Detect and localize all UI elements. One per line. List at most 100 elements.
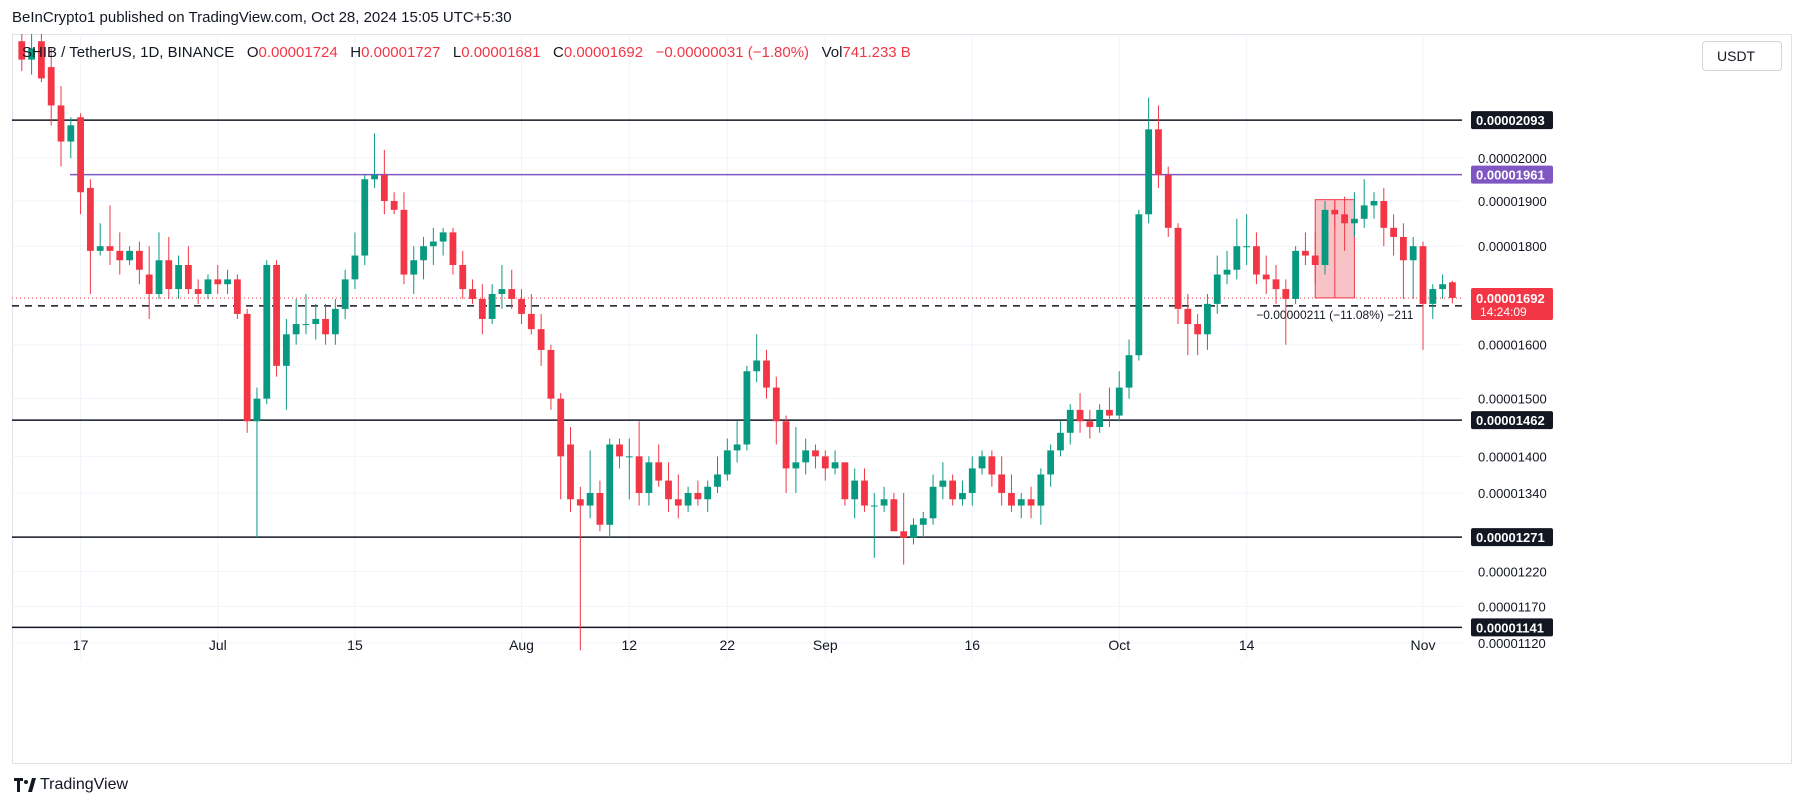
candle-up[interactable] [929,474,937,525]
candle-down[interactable] [47,48,55,126]
candle-down[interactable] [821,450,829,481]
candle-up[interactable] [753,334,761,383]
candle-down[interactable] [1008,474,1015,512]
candle-down[interactable] [772,376,780,445]
candle-down[interactable] [1184,293,1192,356]
candle-down[interactable] [1262,255,1270,294]
candle-down[interactable] [547,344,555,410]
candle-down[interactable] [1390,214,1398,256]
candle-down[interactable] [812,444,819,469]
candle-up[interactable] [302,293,310,335]
candle-up[interactable] [1223,250,1231,285]
candle-up[interactable] [910,518,917,545]
candle-down[interactable] [194,279,202,304]
candle-down[interactable] [478,284,486,335]
candle-down[interactable] [1164,166,1172,237]
candle-down[interactable] [861,468,868,512]
candle-down[interactable] [635,421,643,506]
currency-button[interactable]: USDT [1702,41,1782,71]
candle-up[interactable] [625,438,633,500]
candle-up[interactable] [1243,214,1251,265]
candle-down[interactable] [694,480,702,506]
candle-down[interactable] [1311,232,1319,285]
candle-up[interactable] [341,269,349,319]
candle-down[interactable] [576,486,584,651]
candle-up[interactable] [439,227,447,256]
candle-down[interactable] [900,492,908,565]
candle-up[interactable] [1047,444,1055,487]
candle-down[interactable] [841,462,849,506]
candle-down[interactable] [674,474,682,519]
candle-down[interactable] [449,227,457,275]
candle-up[interactable] [312,303,320,340]
candle-up[interactable] [351,232,359,290]
candle-down[interactable] [988,450,996,487]
candle-up[interactable] [224,269,231,294]
candle-down[interactable] [655,444,663,487]
candle-up[interactable] [410,246,418,294]
candle-down[interactable] [616,438,623,469]
candle-up[interactable] [253,387,261,538]
candle-down[interactable] [57,86,65,167]
candle-up[interactable] [586,450,594,519]
candle-up[interactable] [282,318,290,410]
candle-down[interactable] [1194,313,1202,356]
candle-up[interactable] [155,232,163,299]
candle-down[interactable] [184,246,192,294]
candle-up[interactable] [968,456,976,506]
candle-down[interactable] [37,34,45,83]
candle-down[interactable] [77,113,84,215]
candle-up[interactable] [743,365,751,451]
legend-symbol[interactable]: SHIB / TetherUS, 1D, BINANCE [22,44,235,61]
candle-down[interactable] [135,241,143,285]
tradingview-brand[interactable]: TradingView [14,776,128,794]
candle-up[interactable] [1096,404,1104,433]
candle-down[interactable] [273,260,280,377]
candle-up[interactable] [1204,293,1211,350]
candle-down[interactable] [1155,105,1162,188]
candle-down[interactable] [1027,486,1035,519]
candle-up[interactable] [498,264,506,309]
candle-down[interactable] [1076,393,1084,433]
candle-down[interactable] [243,308,251,433]
candle-up[interactable] [126,246,133,265]
candle-down[interactable] [233,274,241,319]
candle-down[interactable] [1106,387,1113,428]
candle-up[interactable] [1233,218,1241,280]
candle-up[interactable] [723,438,731,481]
candle-down[interactable] [665,462,672,512]
candle-up[interactable] [733,421,741,463]
candle-up[interactable] [939,462,947,500]
candle-up[interactable] [1292,246,1300,304]
candle-up[interactable] [1115,371,1123,422]
candle-down[interactable] [380,149,388,215]
candle-up[interactable] [1066,404,1074,445]
candle-up[interactable] [1360,179,1368,228]
candle-down[interactable] [1331,200,1339,228]
candle-up[interactable] [959,480,966,506]
candle-down[interactable] [763,349,770,399]
candle-up[interactable] [28,34,35,75]
candle-up[interactable] [1439,274,1446,299]
candle-down[interactable] [18,34,26,71]
candle-down[interactable] [165,236,173,299]
candle-up[interactable] [1213,255,1221,314]
candle-down[interactable] [1282,279,1290,345]
candle-down[interactable] [782,415,790,493]
candle-down[interactable] [390,192,398,215]
candle-up[interactable] [1037,468,1045,525]
candle-up[interactable] [1135,209,1143,361]
candle-up[interactable] [831,450,839,475]
candle-up[interactable] [67,117,75,159]
candle-up[interactable] [1145,97,1153,224]
candle-up[interactable] [880,486,888,512]
candle-up[interactable] [175,255,182,299]
candle-down[interactable] [1380,187,1388,247]
candle-up[interactable] [420,236,427,280]
candle-up[interactable] [204,274,212,299]
candle-down[interactable] [1253,232,1260,285]
candle-up[interactable] [684,486,692,512]
candle-down[interactable] [145,246,153,319]
candle-up[interactable] [645,456,653,506]
